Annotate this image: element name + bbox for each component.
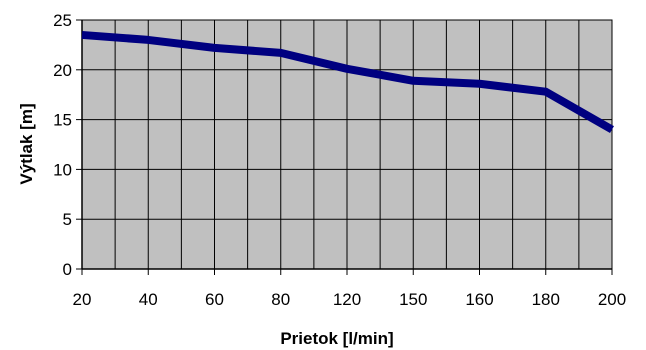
y-tick-label: 5 bbox=[63, 210, 72, 229]
y-tick-label: 25 bbox=[53, 11, 72, 30]
y-tick-label: 15 bbox=[53, 111, 72, 130]
tick-labels: 0 5 10 15 20 25 20 40 60 80 120 150 160 180 200 bbox=[53, 11, 626, 309]
x-tick-label: 200 bbox=[598, 290, 626, 309]
x-tick-label: 20 bbox=[73, 290, 92, 309]
y-tick-label: 10 bbox=[53, 160, 72, 179]
y-axis-title: Výtlak [m] bbox=[17, 103, 36, 184]
y-tick-label: 20 bbox=[53, 61, 72, 80]
x-axis-title: Prietok [l/min] bbox=[280, 329, 393, 348]
x-tick-label: 180 bbox=[532, 290, 560, 309]
y-tick-label: 0 bbox=[63, 260, 72, 279]
series bbox=[81, 30, 614, 134]
axes bbox=[76, 19, 613, 275]
x-tick-label: 60 bbox=[205, 290, 224, 309]
x-tick-label: 40 bbox=[139, 290, 158, 309]
x-tick-label: 80 bbox=[271, 290, 290, 309]
x-tick-label: 150 bbox=[399, 290, 427, 309]
x-tick-label: 160 bbox=[465, 290, 493, 309]
x-tick-label: 120 bbox=[333, 290, 361, 309]
